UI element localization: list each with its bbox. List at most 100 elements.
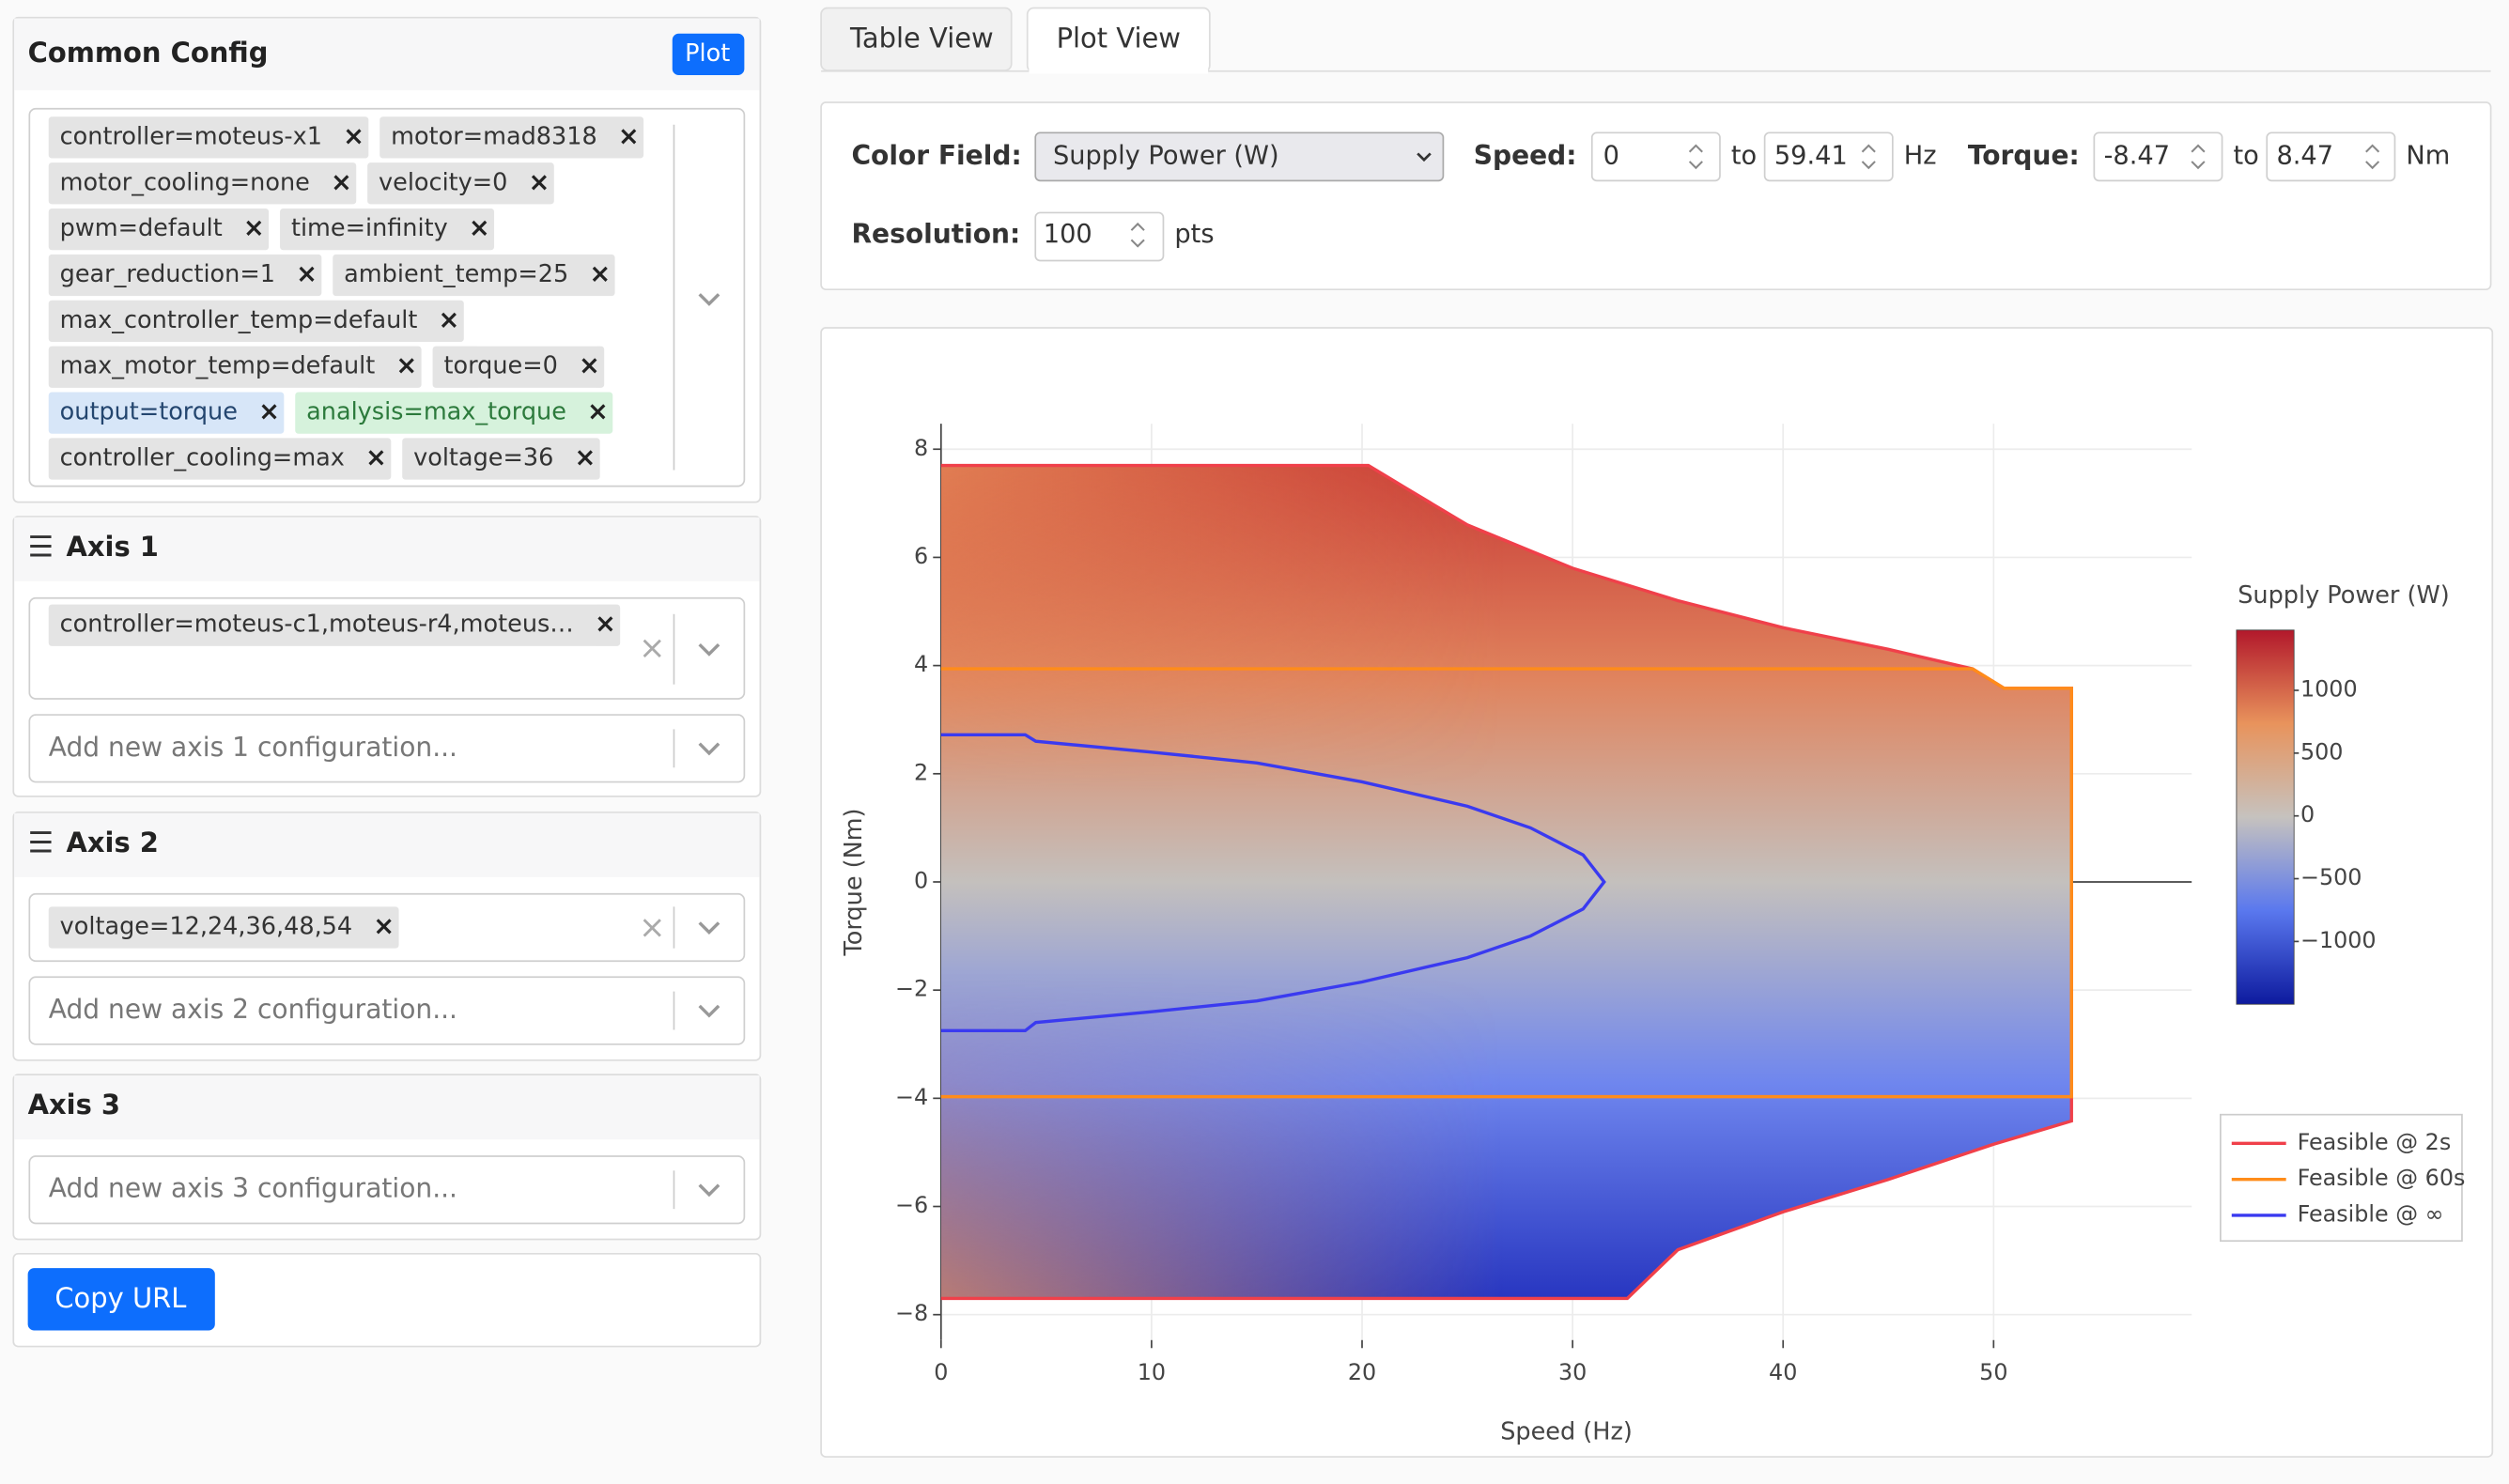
number-input[interactable] <box>1034 211 1165 262</box>
tag <box>379 116 644 159</box>
legend-label: Feasible @ 2s <box>2298 1129 2452 1155</box>
colorbar-tick-label: 1000 <box>2300 675 2358 702</box>
tag-label: voltage=36 <box>413 443 553 471</box>
tag <box>48 209 270 251</box>
tag-remove[interactable]: × <box>331 168 352 197</box>
label: Resolution: <box>851 218 1020 249</box>
select-value[interactable]: Supply Power (W) <box>1053 141 1279 170</box>
tag-label: max_motor_temp=default <box>60 352 376 380</box>
tag-remove[interactable]: × <box>365 443 387 472</box>
y-tick-label: −8 <box>895 1300 928 1326</box>
input-value[interactable]: 8.47 <box>2276 141 2333 170</box>
add-input[interactable] <box>28 714 746 783</box>
y-axis-title: Torque (Nm) <box>840 809 868 957</box>
feasible-line <box>940 667 2073 1099</box>
y-tick-label: 4 <box>914 651 928 677</box>
number-input[interactable] <box>1590 131 1721 182</box>
tag-label: motor_cooling=none <box>60 168 310 196</box>
y-tick-label: −6 <box>895 1192 928 1218</box>
tag-remove[interactable]: × <box>587 397 609 426</box>
tag <box>48 162 357 205</box>
axis-title: Axis 2 <box>66 827 158 858</box>
placeholder: Add new axis 1 configuration... <box>49 732 457 763</box>
tag <box>402 438 600 480</box>
add-input[interactable] <box>28 1155 746 1225</box>
tag-remove[interactable]: × <box>469 214 490 243</box>
x-tick-label: 40 <box>1769 1359 1797 1385</box>
tag-remove[interactable]: × <box>343 122 364 151</box>
unit: Hz <box>1904 141 1937 170</box>
tag-label: gear_reduction=1 <box>60 260 275 288</box>
number-input[interactable] <box>2266 131 2396 182</box>
card-header <box>14 18 760 91</box>
svg-text:☰: ☰ <box>28 827 54 859</box>
tag-label: output=torque <box>60 398 238 426</box>
y-tick-label: 6 <box>914 543 928 569</box>
tab-label[interactable]: Table View <box>849 23 994 54</box>
label: Color Field: <box>851 140 1021 171</box>
svg-text:×: × <box>639 909 666 947</box>
tag-remove[interactable]: × <box>529 168 550 197</box>
plot-button[interactable]: Plot <box>685 39 730 68</box>
tag <box>48 906 399 949</box>
y-tick-label: 0 <box>914 867 928 893</box>
tag-remove[interactable]: × <box>243 214 265 243</box>
tag-label: controller=moteus-c1,moteus-r4,moteus… <box>60 611 574 639</box>
number-input[interactable] <box>1763 131 1894 182</box>
tag <box>48 438 392 480</box>
tag-label: velocity=0 <box>379 168 507 196</box>
tag <box>367 162 554 205</box>
tag-remove[interactable]: × <box>579 351 600 380</box>
tag-remove[interactable]: × <box>373 912 395 941</box>
input-value[interactable]: 100 <box>1044 220 1092 249</box>
y-tick-label: −2 <box>895 976 928 1002</box>
input-value[interactable]: 0 <box>1603 141 1619 170</box>
legend-label: Feasible @ ∞ <box>2298 1200 2444 1227</box>
tag <box>432 346 605 388</box>
colorbar-tick-label: 0 <box>2300 801 2315 827</box>
number-input[interactable] <box>2093 131 2223 182</box>
tag-remove[interactable]: × <box>439 305 460 334</box>
tag-label: controller=moteus-x1 <box>60 122 322 150</box>
add-input[interactable] <box>28 976 746 1045</box>
input-value[interactable]: 59.41 <box>1774 141 1848 170</box>
label: to <box>2233 141 2258 170</box>
tag-label: time=infinity <box>291 214 448 242</box>
colorbar <box>2236 629 2295 1005</box>
y-tick-label: −4 <box>895 1084 928 1110</box>
tag-label: torque=0 <box>443 352 557 380</box>
tab-label[interactable]: Plot View <box>1057 23 1181 54</box>
x-tick-label: 10 <box>1138 1359 1166 1385</box>
legend-label: Feasible @ 60s <box>2298 1165 2466 1191</box>
tag <box>48 300 464 343</box>
select[interactable] <box>1034 131 1445 182</box>
tag-remove[interactable]: × <box>574 443 596 472</box>
colorbar-tick-label: 500 <box>2300 738 2343 765</box>
placeholder: Add new axis 2 configuration... <box>49 994 457 1025</box>
placeholder: Add new axis 3 configuration... <box>49 1173 457 1204</box>
tag <box>295 392 613 434</box>
tag-label: motor=mad8318 <box>391 122 597 150</box>
tag-remove[interactable]: × <box>258 397 280 426</box>
tag <box>48 116 369 159</box>
x-axis-title: Speed (Hz) <box>1500 1418 1633 1446</box>
tag-label: voltage=12,24,36,48,54 <box>60 913 353 941</box>
tag-remove[interactable]: × <box>595 610 616 639</box>
tab[interactable] <box>820 7 1013 71</box>
tag <box>48 604 621 646</box>
unit: Nm <box>2406 141 2450 170</box>
x-tick-label: 30 <box>1558 1359 1587 1385</box>
label: to <box>1731 141 1757 170</box>
tag-remove[interactable]: × <box>395 351 417 380</box>
heatmap <box>940 465 2072 1299</box>
svg-text:×: × <box>639 629 666 667</box>
tag-remove[interactable]: × <box>618 122 640 151</box>
copy-url-button[interactable]: Copy URL <box>54 1282 186 1314</box>
plot-button-bg[interactable] <box>672 33 745 76</box>
tag-remove[interactable]: × <box>589 260 611 289</box>
y-tick-label: 8 <box>914 435 928 461</box>
input-value[interactable]: -8.47 <box>2104 141 2170 170</box>
tag-remove[interactable]: × <box>296 260 317 289</box>
colorbar-title: Supply Power (W) <box>2238 581 2449 610</box>
copy-url-bg[interactable] <box>27 1268 215 1331</box>
